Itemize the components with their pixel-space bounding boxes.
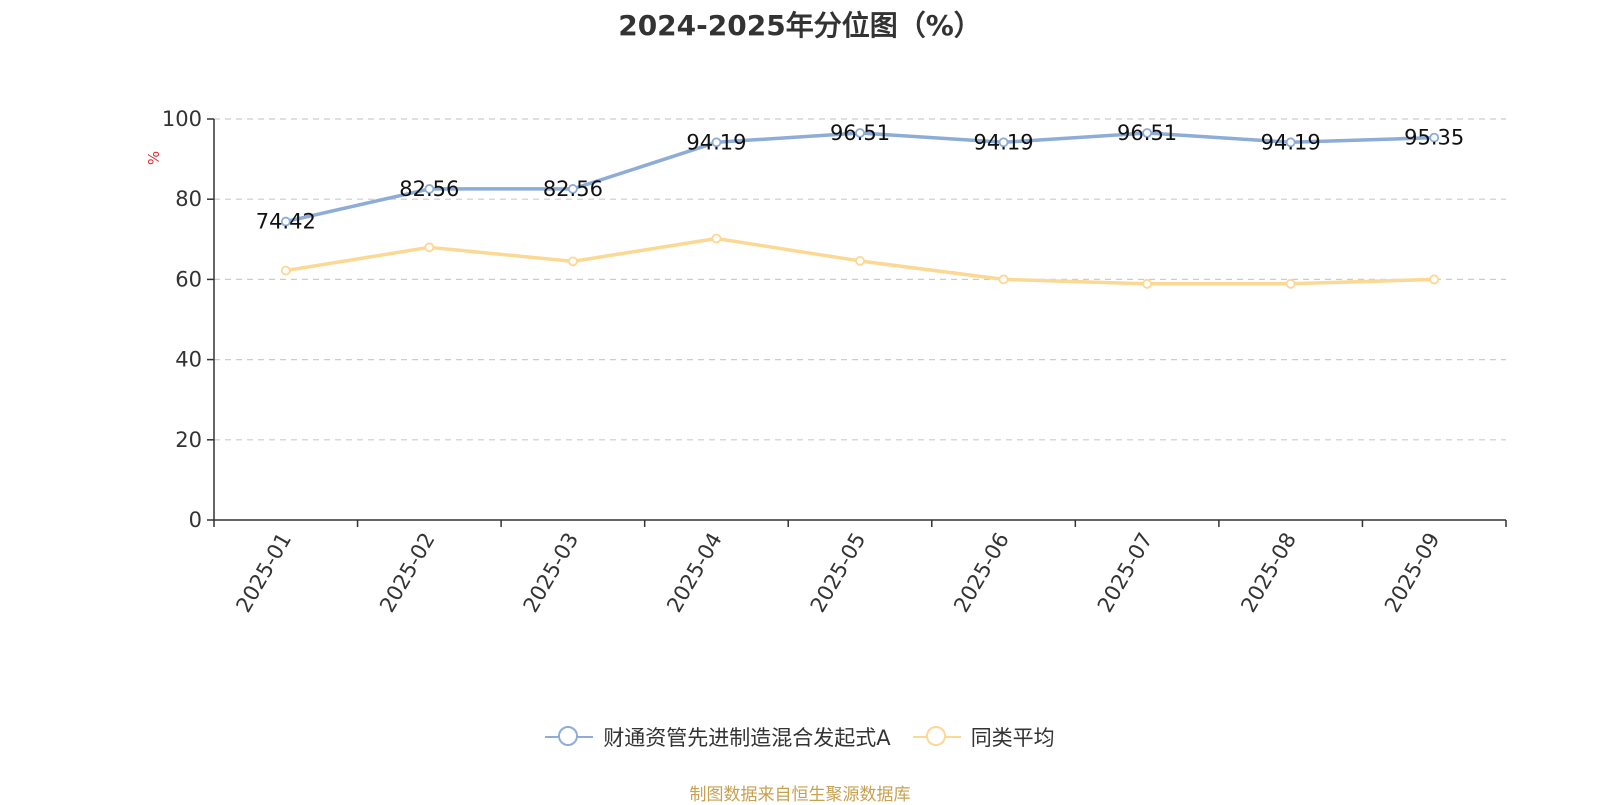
series-1-point-2025-03 — [567, 256, 578, 267]
series-0-point-2025-06 — [998, 137, 1009, 148]
legend-item-peer-average[interactable]: 同类平均 — [912, 722, 1055, 752]
y-tick-label-80: 80 — [175, 187, 202, 211]
series-1-point-2025-01 — [280, 265, 291, 276]
series-0-point-2025-01 — [280, 216, 291, 227]
x-tick-label-2025-03: 2025-03 — [519, 529, 584, 617]
y-tick-label-20: 20 — [175, 428, 202, 452]
legend-item-fund[interactable]: 财通资管先进制造混合发起式A — [545, 722, 891, 752]
data-label-2025-08: 94.19 — [1261, 130, 1321, 154]
series-1-point-2025-02 — [424, 242, 435, 253]
series-1-point-2025-09 — [1429, 274, 1440, 285]
x-tick-label-2025-08: 2025-08 — [1236, 529, 1301, 617]
x-tick-label-2025-06: 2025-06 — [949, 529, 1014, 617]
legend-symbol-fund — [545, 724, 594, 750]
data-label-2025-02: 82.56 — [399, 177, 459, 201]
chart-title: 2024-2025年分位图（%） — [618, 9, 982, 42]
x-tick-label-2025-05: 2025-05 — [806, 529, 871, 617]
series-1-point-2025-05 — [855, 256, 865, 266]
series-1-point-2025-04 — [711, 233, 722, 244]
series-0-point-2025-05 — [855, 128, 865, 138]
series-0-point-2025-09 — [1429, 132, 1440, 143]
y-tick-label-0: 0 — [189, 508, 202, 532]
legend-label-fund: 财通资管先进制造混合发起式A — [603, 726, 891, 750]
x-tick-label-2025-04: 2025-04 — [662, 529, 727, 617]
x-tick-label-2025-09: 2025-09 — [1380, 529, 1445, 617]
series-0-point-2025-02 — [424, 184, 435, 194]
source-note: 制图数据来自恒生聚源数据库 — [689, 785, 911, 805]
x-tick-label-2025-07: 2025-07 — [1093, 529, 1158, 617]
y-tick-label-40: 40 — [175, 348, 202, 372]
x-tick-label-2025-01: 2025-01 — [231, 529, 296, 617]
legend: 财通资管先进制造混合发起式A 同类平均 — [0, 722, 1600, 752]
legend-label-peer-average: 同类平均 — [970, 726, 1055, 750]
series-1-point-2025-08 — [1285, 278, 1296, 289]
data-label-2025-05: 96.51 — [830, 121, 890, 145]
series-0-point-2025-03 — [567, 184, 578, 194]
series-0-point-2025-04 — [711, 137, 722, 148]
series-1-point-2025-06 — [998, 274, 1009, 285]
data-label-2025-09: 95.35 — [1404, 126, 1464, 150]
data-label-2025-07: 96.51 — [1117, 121, 1177, 145]
data-label-2025-03: 82.56 — [543, 177, 603, 201]
series-1-point-2025-07 — [1142, 278, 1153, 289]
series-0-point-2025-07 — [1142, 128, 1153, 138]
series-0-point-2025-08 — [1285, 137, 1296, 148]
y-tick-label-100: 100 — [162, 107, 202, 131]
series — [280, 128, 1440, 289]
legend-symbol-peer-average — [912, 724, 961, 750]
y-axis-unit-label: % — [145, 151, 163, 165]
y-tick-label-60: 60 — [175, 267, 202, 291]
data-label-2025-01: 74.42 — [256, 210, 316, 234]
axes: 0 20 40 60 80 100% 2025-01 2025-02 2025-03 2025-0… — [145, 107, 1507, 617]
data-labels: 74.42 82.56 82.56 94.19 96.51 94.19 96.51 94.19… — [256, 121, 1465, 234]
x-tick-label-2025-02: 2025-02 — [375, 529, 440, 617]
grid-lines — [214, 118, 1506, 441]
data-label-2025-06: 94.19 — [973, 130, 1033, 154]
data-label-2025-04: 94.19 — [686, 130, 746, 154]
